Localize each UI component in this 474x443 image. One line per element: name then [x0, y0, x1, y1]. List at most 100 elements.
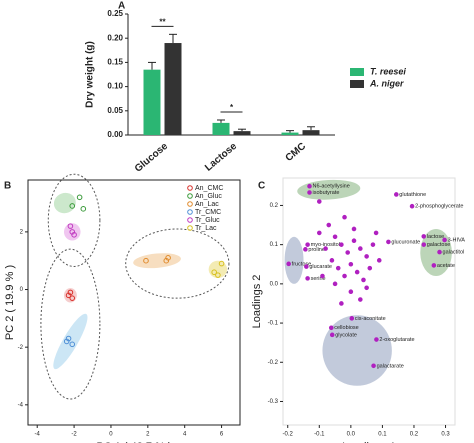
point-label: lactose — [427, 234, 444, 240]
x-tick-label: 0 — [109, 432, 113, 438]
point — [373, 230, 379, 236]
point — [371, 363, 376, 369]
legend-marker — [187, 185, 193, 191]
point-label: glucuronate — [391, 239, 420, 245]
point-label: fructose — [292, 261, 312, 267]
legend-marker — [187, 217, 193, 223]
point-label: cis-aconitate — [355, 316, 386, 322]
point — [386, 239, 391, 245]
y-tick-label: 0.20 — [107, 33, 123, 42]
bar — [302, 130, 320, 135]
legend-marker — [187, 201, 193, 207]
y-tick-label: -0.2 — [268, 360, 279, 366]
point — [376, 258, 382, 263]
point — [348, 261, 354, 267]
y-tick-label: 0.05 — [107, 106, 123, 115]
point — [351, 226, 357, 232]
legend-swatch — [350, 68, 364, 76]
point-label: galactose — [427, 242, 451, 248]
point — [143, 257, 149, 264]
point — [339, 242, 344, 247]
legend-label: An_Lac — [195, 201, 219, 208]
y-tick-label: 0.10 — [107, 82, 123, 91]
legend-label: T. reesei — [370, 66, 406, 76]
y-tick-label: -0.1 — [268, 321, 279, 327]
point — [342, 273, 347, 279]
point — [67, 223, 74, 229]
point — [342, 214, 347, 220]
point — [442, 237, 447, 243]
point — [367, 265, 373, 271]
point — [316, 199, 322, 204]
point — [80, 206, 87, 212]
point — [69, 341, 76, 348]
group-ellipse — [322, 315, 392, 386]
bar — [164, 43, 182, 135]
y-axis-label: Loadings 2 — [251, 275, 263, 329]
y-axis-label: Dry weight (g) — [85, 41, 96, 108]
point — [316, 230, 322, 236]
confidence-ellipse — [125, 228, 230, 299]
legend-label: Tr_CMC — [195, 209, 221, 216]
x-tick-label: Glucose — [133, 141, 171, 175]
point — [328, 325, 334, 331]
point — [286, 261, 291, 267]
x-tick-label: 0.1 — [378, 432, 387, 438]
x-axis-label: PC 1 ( 48.7 % ) — [96, 441, 171, 443]
point-label: isobutyrate — [313, 190, 340, 196]
legend-marker — [187, 193, 193, 199]
point — [323, 246, 328, 251]
point — [370, 242, 376, 247]
point — [211, 269, 217, 276]
point — [304, 264, 309, 269]
point — [69, 229, 76, 235]
confidence-ellipse — [47, 173, 101, 267]
significance-label: * — [230, 103, 234, 112]
x-tick-label: CMC — [284, 141, 309, 164]
y-tick-label: -0.3 — [268, 399, 279, 405]
y-tick-label: 0.1 — [270, 242, 279, 248]
point — [332, 281, 338, 287]
point-label: galactitol — [443, 250, 465, 256]
point-label: glycolate — [335, 332, 357, 338]
point — [335, 265, 341, 271]
point — [358, 246, 363, 251]
y-tick-label: 0.2 — [270, 203, 279, 209]
point-label: cellobiose — [334, 325, 358, 331]
x-tick-label: -4 — [35, 432, 41, 438]
point — [329, 332, 335, 338]
panel-label: A — [118, 1, 125, 12]
point — [393, 192, 399, 197]
legend-marker — [187, 209, 193, 215]
point — [69, 295, 76, 301]
group-ellipse — [53, 313, 88, 370]
x-tick-label: -2 — [71, 432, 77, 438]
legend-label: An_Gluc — [195, 193, 222, 200]
bar — [143, 69, 161, 135]
bar — [212, 122, 230, 135]
bar — [281, 132, 299, 135]
point — [345, 250, 350, 255]
x-tick-label: Lactose — [203, 141, 239, 174]
legend-marker — [187, 225, 193, 231]
x-tick-label: -0.1 — [314, 432, 325, 438]
point — [218, 260, 225, 267]
point — [65, 335, 72, 342]
group-ellipse — [284, 236, 304, 284]
bar — [233, 131, 251, 135]
point — [421, 242, 427, 247]
point — [332, 234, 338, 240]
legend-label: Tr_Lac — [195, 225, 217, 232]
point — [215, 272, 221, 278]
x-tick-label: 2 — [146, 432, 150, 438]
y-axis-label: PC 2 ( 19.9 % ) — [4, 265, 16, 340]
y-tick-label: 0.15 — [107, 58, 123, 67]
point — [69, 203, 76, 209]
x-axis-label: Loadings 1 — [342, 441, 396, 443]
point — [361, 277, 366, 283]
point — [409, 203, 415, 209]
group-ellipse — [297, 179, 361, 200]
plot-frame — [282, 177, 456, 426]
point — [348, 289, 354, 294]
legend-swatch — [350, 80, 364, 88]
